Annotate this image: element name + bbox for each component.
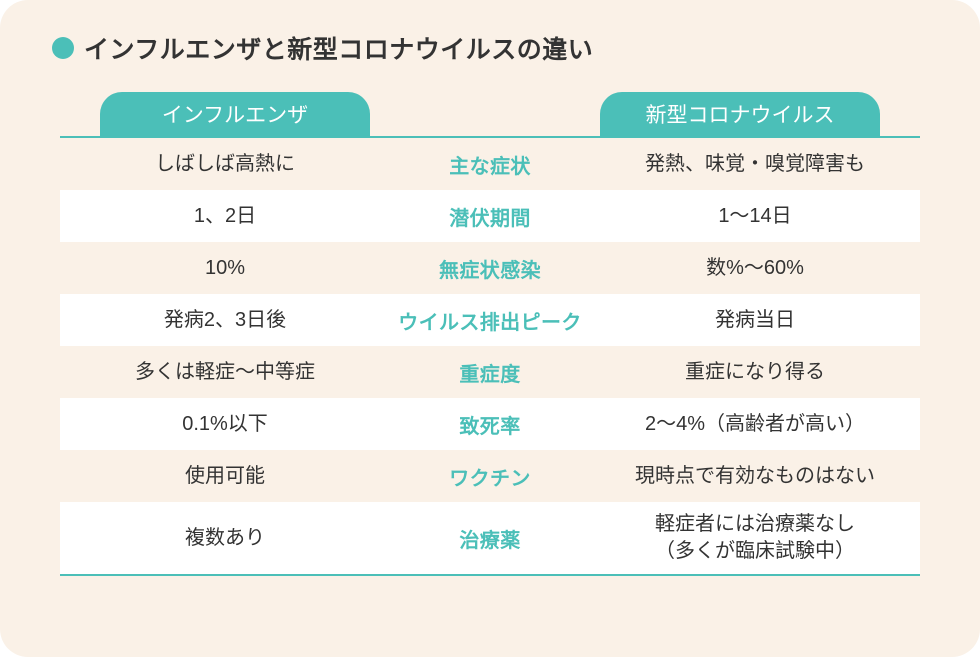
cell-left: 発病2、3日後 <box>60 307 390 334</box>
cell-right: 現時点で有効なものはない <box>590 463 920 490</box>
cell-left: 1、2日 <box>60 203 390 230</box>
table-row: 複数あり治療薬軽症者には治療薬なし（多くが臨床試験中） <box>60 502 920 574</box>
table-row: 発病2、3日後ウイルス排出ピーク発病当日 <box>60 294 920 346</box>
title-row: インフルエンザと新型コロナウイルスの違い <box>48 30 932 66</box>
cell-left: 10% <box>60 255 390 282</box>
cell-category: 治療薬 <box>390 524 590 553</box>
table-row: しばしば高熱に主な症状発熱、味覚・嗅覚障害も <box>60 138 920 190</box>
cell-left: 0.1%以下 <box>60 411 390 438</box>
cell-category: 主な症状 <box>390 150 590 179</box>
cell-right: 発病当日 <box>590 307 920 334</box>
cell-right: 数%〜60% <box>590 255 920 282</box>
cell-right: 発熱、味覚・嗅覚障害も <box>590 151 920 178</box>
cell-right: 重症になり得る <box>590 359 920 386</box>
bullet-icon <box>52 37 74 59</box>
cell-category: 無症状感染 <box>390 254 590 283</box>
cell-left: しばしば高熱に <box>60 151 390 178</box>
cell-left: 多くは軽症〜中等症 <box>60 359 390 386</box>
table-row: 10%無症状感染数%〜60% <box>60 242 920 294</box>
cell-category: ワクチン <box>390 462 590 491</box>
table-row: 多くは軽症〜中等症重症度重症になり得る <box>60 346 920 398</box>
comparison-table: インフルエンザ 新型コロナウイルス しばしば高熱に主な症状発熱、味覚・嗅覚障害も… <box>60 92 920 576</box>
table-header-row: インフルエンザ 新型コロナウイルス <box>60 92 920 136</box>
cell-category: 致死率 <box>390 410 590 439</box>
cell-category: 重症度 <box>390 358 590 387</box>
header-right: 新型コロナウイルス <box>600 92 880 136</box>
info-card: インフルエンザと新型コロナウイルスの違い インフルエンザ 新型コロナウイルス し… <box>0 0 980 657</box>
cell-left: 複数あり <box>60 525 390 552</box>
page-title: インフルエンザと新型コロナウイルスの違い <box>84 30 593 66</box>
table-row: 0.1%以下致死率2〜4%（高齢者が高い） <box>60 398 920 450</box>
cell-left: 使用可能 <box>60 463 390 490</box>
cell-right: 1〜14日 <box>590 203 920 230</box>
table-body: しばしば高熱に主な症状発熱、味覚・嗅覚障害も1、2日潜伏期間1〜14日10%無症… <box>60 136 920 576</box>
cell-category: ウイルス排出ピーク <box>390 306 590 335</box>
cell-right: 2〜4%（高齢者が高い） <box>590 411 920 438</box>
cell-category: 潜伏期間 <box>390 202 590 231</box>
table-row: 1、2日潜伏期間1〜14日 <box>60 190 920 242</box>
header-left: インフルエンザ <box>100 92 370 136</box>
cell-right: 軽症者には治療薬なし（多くが臨床試験中） <box>590 511 920 565</box>
table-row: 使用可能ワクチン現時点で有効なものはない <box>60 450 920 502</box>
